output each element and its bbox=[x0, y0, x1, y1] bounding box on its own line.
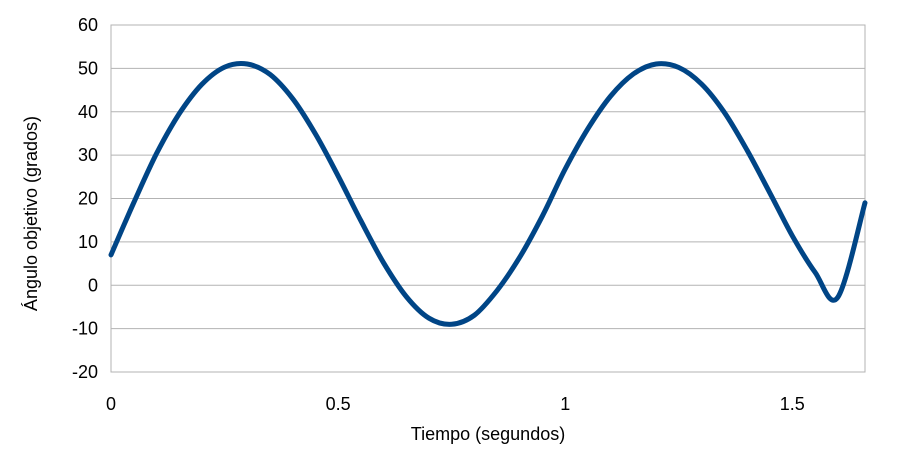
x-tick-label: 0 bbox=[106, 394, 116, 414]
y-tick-label: 50 bbox=[78, 58, 98, 78]
y-tick-label: 20 bbox=[78, 189, 98, 209]
y-axis-label: Ángulo objetivo (grados) bbox=[21, 116, 41, 311]
x-axis-label: Tiempo (segundos) bbox=[411, 424, 565, 444]
x-tick-label: 1 bbox=[560, 394, 570, 414]
plot-area bbox=[110, 24, 866, 373]
y-tick-label: 10 bbox=[78, 232, 98, 252]
series-line bbox=[108, 61, 868, 327]
grid-lines bbox=[111, 24, 865, 373]
series-layer bbox=[108, 61, 868, 327]
x-tick-label: 0.5 bbox=[326, 394, 351, 414]
x-tick-label: 1.5 bbox=[780, 394, 805, 414]
y-tick-label: 0 bbox=[88, 275, 98, 295]
y-tick-label: -10 bbox=[72, 319, 98, 339]
y-tick-label: 40 bbox=[78, 102, 98, 122]
y-tick-label: -20 bbox=[72, 362, 98, 382]
x-axis-ticks: 0 0.5 1 1.5 bbox=[106, 394, 805, 414]
y-tick-label: 30 bbox=[78, 145, 98, 165]
y-tick-label: 60 bbox=[78, 15, 98, 35]
y-axis-ticks: -20 -10 0 10 20 30 40 50 60 bbox=[72, 15, 98, 382]
